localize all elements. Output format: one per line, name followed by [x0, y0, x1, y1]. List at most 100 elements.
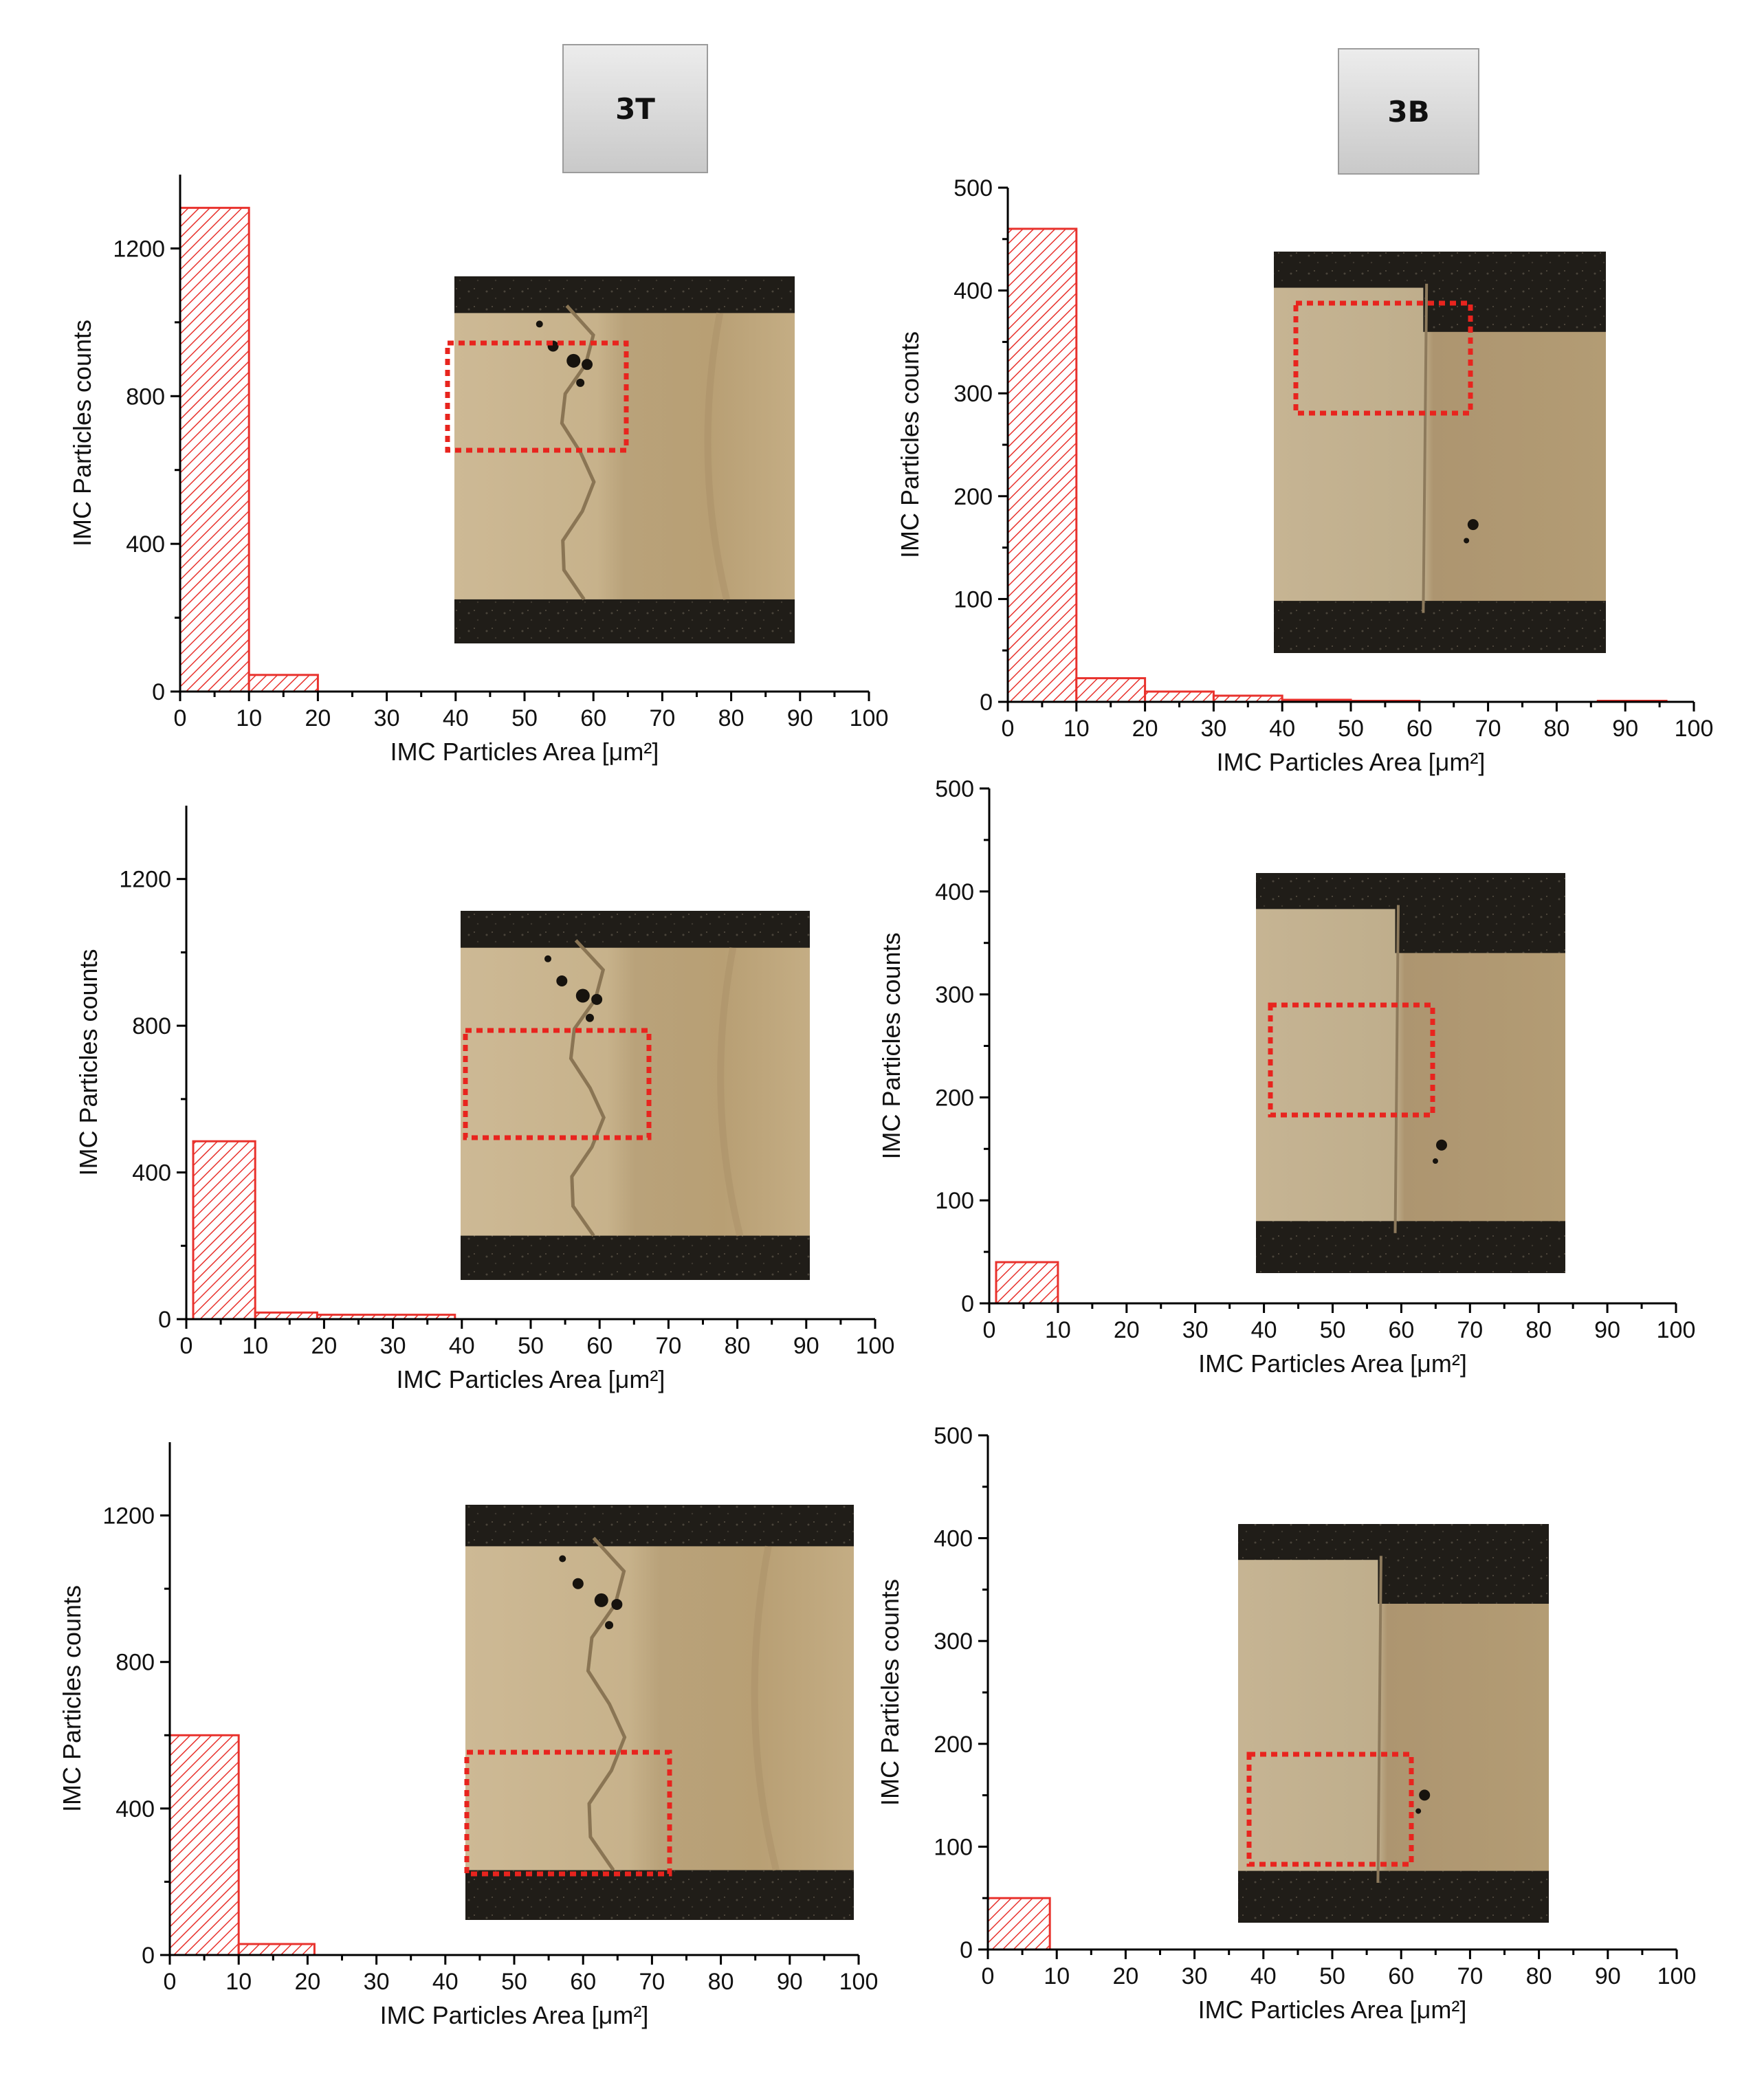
x-tick-label: 80 [708, 1969, 734, 1995]
x-tick-label: 60 [580, 705, 606, 731]
pore [572, 1578, 584, 1589]
y-tick-label: 400 [935, 879, 974, 905]
x-tick-label: 20 [1132, 716, 1158, 742]
y-tick-label: 100 [935, 1188, 974, 1214]
x-axis-title: IMC Particles Area [μm²] [380, 2001, 649, 2029]
roi-box [445, 340, 629, 453]
y-tick-label: 0 [158, 1307, 171, 1333]
x-tick-label: 20 [1114, 1317, 1140, 1343]
pore [1467, 519, 1479, 531]
x-tick-label: 10 [236, 705, 262, 731]
pore [1419, 1789, 1431, 1801]
x-tick-label: 100 [839, 1969, 879, 1995]
weld-zone-band [751, 1545, 780, 1871]
histogram-bar [247, 674, 319, 693]
y-tick-label: 800 [115, 1650, 155, 1676]
x-tick-label: 80 [1526, 1963, 1552, 1989]
x-tick-label: 0 [983, 1317, 996, 1343]
y-tick-label: 100 [953, 586, 993, 612]
histogram-bar [986, 1897, 1051, 1951]
micrograph-top-mount [465, 1505, 854, 1547]
micrograph-top-right-mount [1378, 1524, 1549, 1604]
y-tick-label: 400 [132, 1160, 171, 1186]
weld-zone-band [717, 947, 744, 1237]
y-tick-label: 800 [132, 1013, 171, 1039]
fusion-boundary [1376, 1556, 1382, 1884]
column-header-3b: 3B [1338, 48, 1479, 175]
column-header-3t: 3T [562, 44, 708, 173]
histogram-bar [1075, 677, 1147, 703]
x-tick-label: 60 [586, 1333, 613, 1359]
x-tick-label: 90 [787, 705, 813, 731]
x-tick-label: 60 [1388, 1963, 1414, 1989]
pore [536, 320, 543, 328]
pore [566, 353, 581, 368]
x-tick-label: 40 [432, 1969, 459, 1995]
y-tick-label: 500 [935, 776, 974, 802]
roi-box [464, 1749, 672, 1877]
micrograph-inset [461, 911, 810, 1280]
micrograph-bottom-mount [461, 1235, 810, 1280]
micrograph-bottom-mount [454, 599, 795, 643]
y-tick-label: 300 [953, 381, 993, 407]
pore [585, 1013, 594, 1022]
pore [605, 1621, 614, 1630]
micrograph-top-right-mount [1423, 252, 1606, 332]
pore [556, 975, 568, 987]
x-tick-label: 70 [655, 1333, 681, 1359]
y-tick-label: 300 [934, 1628, 973, 1655]
y-tick-label: 0 [980, 689, 993, 716]
x-tick-label: 100 [1657, 1963, 1697, 1989]
x-tick-label: 10 [1044, 1963, 1070, 1989]
micrograph-inset [1238, 1524, 1549, 1923]
x-tick-label: 60 [1388, 1317, 1414, 1343]
x-tick-label: 0 [1002, 716, 1015, 742]
y-tick-label: 500 [953, 175, 993, 201]
x-tick-label: 100 [1657, 1317, 1696, 1343]
x-tick-label: 80 [718, 705, 745, 731]
y-tick-label: 200 [935, 1085, 974, 1111]
y-axis-title: IMC Particles counts [68, 320, 96, 546]
histogram-bar [995, 1261, 1059, 1305]
chart-panel-3t-3: 0 10 20 30 40 50 60 70 80 90 100 0 400 800 1200 IMC Par… [58, 1442, 878, 2029]
y-tick-label: 500 [934, 1423, 973, 1449]
weld-zone-band [704, 312, 730, 601]
x-tick-label: 30 [1182, 1317, 1209, 1343]
x-tick-label: 60 [570, 1969, 596, 1995]
x-tick-label: 50 [1319, 1963, 1345, 1989]
pore [1415, 1808, 1422, 1814]
x-tick-label: 0 [982, 1963, 995, 1989]
micrograph-inset [464, 1505, 854, 1920]
y-tick-label: 0 [152, 679, 165, 705]
histogram-bar [237, 1943, 316, 1956]
chart-panel-3t-1: 0 10 20 30 40 50 60 70 80 90 100 0 400 800 1200 IMC Par… [68, 175, 888, 766]
pore [559, 1555, 566, 1562]
y-axis-title: IMC Particles counts [876, 1579, 904, 1806]
y-tick-label: 0 [960, 1937, 973, 1963]
x-tick-label: 80 [1543, 716, 1569, 742]
x-tick-label: 30 [380, 1333, 406, 1359]
x-tick-label: 80 [1525, 1317, 1552, 1343]
x-tick-label: 30 [364, 1969, 390, 1995]
x-tick-label: 20 [311, 1333, 337, 1359]
fusion-boundary [586, 1536, 627, 1871]
x-tick-label: 50 [1338, 716, 1364, 742]
x-axis-title: IMC Particles Area [μm²] [1198, 1996, 1467, 2024]
chart-panel-3b-1: 0 10 20 30 40 50 60 70 80 90 100 0 100 200 300 400 500 IM… [896, 175, 1713, 776]
x-axis-title: IMC Particles Area [μm²] [397, 1365, 665, 1393]
pore [611, 1598, 623, 1610]
micrograph-metal [465, 1505, 854, 1920]
histogram-bar [168, 1734, 240, 1956]
x-tick-label: 40 [1269, 716, 1295, 742]
x-tick-label: 0 [180, 1333, 193, 1359]
roi-box [463, 1028, 652, 1140]
y-tick-label: 0 [142, 1943, 155, 1969]
x-tick-label: 30 [374, 705, 400, 731]
y-tick-label: 400 [115, 1796, 155, 1822]
x-tick-label: 40 [443, 705, 469, 731]
y-tick-label: 100 [934, 1834, 973, 1860]
micrograph-top-mount [461, 911, 810, 948]
fusion-boundary [1393, 905, 1400, 1233]
y-tick-label: 1200 [119, 867, 171, 893]
